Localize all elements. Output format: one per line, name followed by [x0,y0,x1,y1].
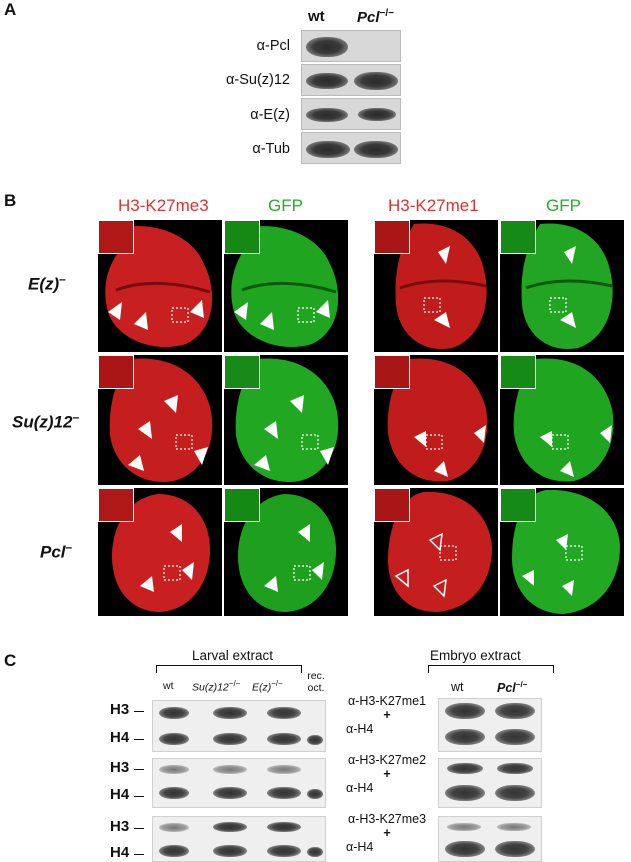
image-suz12-h3k27me3 [98,355,222,485]
header-gfp-2: GFP [546,196,581,215]
inset-magnified [98,220,134,254]
image-pcl-gfp-2 [500,488,624,616]
panel-a-ab-pcl: α-Pcl [256,38,290,54]
image-suz12-gfp [224,355,348,485]
image-ez-gfp [224,220,348,352]
inset-magnified [224,488,260,522]
western-blot-ez [301,98,401,130]
image-ez-gfp-2 [500,220,624,352]
panel-a-ab-tub: α-Tub [252,141,290,157]
panel-a-ab-ez: α-E(z) [250,107,290,123]
lane-rec-oct: rec. oct. [307,670,325,694]
embryo-blot-k27me2 [438,758,542,808]
panel-b-letter: B [4,191,17,210]
image-suz12-h3k27me1 [374,355,498,485]
inset-magnified [98,488,134,522]
inset-magnified [500,488,536,522]
header-h3k27me1: H3-K27me1 [388,196,479,215]
header-larval-extract: Larval extract [192,648,274,663]
inset-magnified [98,355,134,389]
embryo-blot-k27me1 [438,698,542,752]
inset-magnified [500,355,536,389]
larval-blot-k27me1 [152,700,326,752]
western-blot-suz12 [301,64,401,96]
lane-embryo-pcl: Pcl−/− [497,680,528,696]
lane-wt: wt [163,680,174,692]
label-h3-1: H3 [110,701,130,718]
header-gfp-1: GFP [268,196,303,215]
lane-embryo-wt: wt [451,680,464,694]
label-h4-3: H4 [110,844,130,861]
image-pcl-gfp [224,488,348,616]
label-h3-2: H3 [110,759,130,776]
label-h4-1: H4 [110,729,130,746]
western-blot-pcl [301,30,401,62]
row-label-pcl: Pcl– [40,540,73,562]
row-label-ez: E(z)– [28,272,66,294]
ab-group-k27me1: α-H3-K27me1 + α-H4 [346,694,427,736]
lane-suz12: Su(z)12−/− [192,679,241,694]
panel-c-letter: C [4,651,17,670]
western-blot-tub [301,132,401,164]
header-embryo-extract: Embryo extract [430,648,521,663]
ab-group-k27me2: α-H3-K27me2 + α-H4 [346,753,427,795]
panel-a-letter: A [4,0,17,19]
inset-magnified [224,220,260,254]
label-h4-2: H4 [110,786,130,803]
image-ez-h3k27me1 [374,220,498,352]
inset-magnified [500,220,536,254]
image-pcl-h3k27me3 [98,488,222,616]
embryo-blot-k27me3 [438,816,542,862]
inset-magnified [374,355,410,389]
ab-group-k27me3: α-H3-K27me3 + α-H4 [346,812,427,854]
inset-magnified [224,355,260,389]
larval-blot-k27me3 [152,816,326,862]
row-label-suz12: Su(z)12– [12,410,80,432]
bracket-larval [156,665,302,673]
bracket-embryo [428,665,554,673]
panel-a-col-wt: wt [308,8,325,25]
panel-a-ab-suz12: α-Su(z)12 [226,72,290,88]
label-h3-3: H3 [110,818,130,835]
image-ez-h3k27me3 [98,220,222,352]
inset-magnified [374,488,410,522]
lane-ez: E(z)−/− [252,679,283,694]
image-suz12-gfp-2 [500,355,624,485]
inset-magnified [374,220,410,254]
larval-blot-k27me2 [152,758,326,808]
image-pcl-h3k27me1 [374,488,498,616]
panel-a-col-pcl: Pcl−/− [357,8,394,26]
header-h3k27me3: H3-K27me3 [118,196,209,215]
